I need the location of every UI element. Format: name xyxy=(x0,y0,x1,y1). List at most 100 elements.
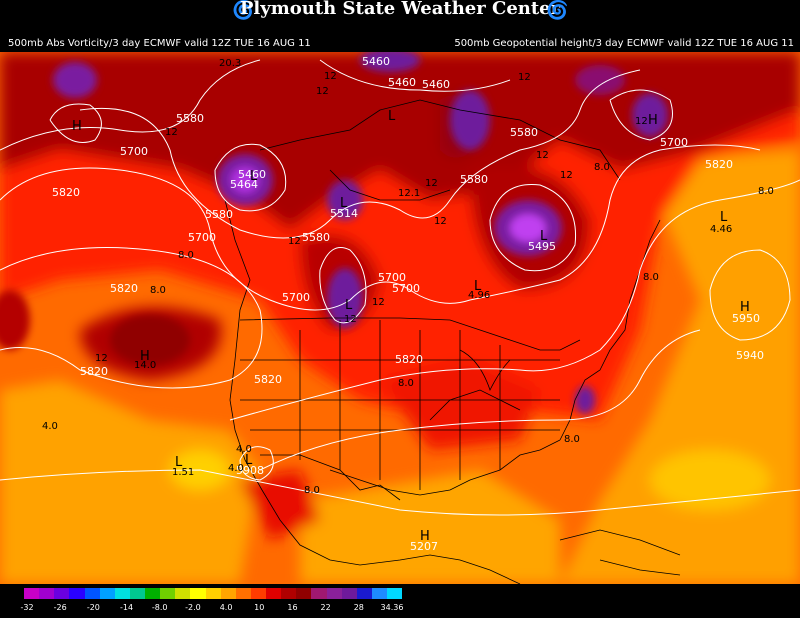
field-low-west xyxy=(0,380,260,584)
vorticity-label: 12 xyxy=(372,297,385,308)
contour-high-nw xyxy=(49,103,102,143)
contour-5460 xyxy=(319,59,511,92)
colorbar-swatch xyxy=(190,588,206,599)
contour-5940 xyxy=(259,329,701,471)
vorticity-label: 8.0 xyxy=(564,434,580,445)
colorbar-tick-label: 16 xyxy=(287,603,298,612)
colorbar-swatch xyxy=(220,588,236,599)
height-label: 5820 xyxy=(80,365,108,378)
height-label: 5700 xyxy=(120,145,148,158)
vorticity-field xyxy=(0,52,800,584)
colorbar-swatch xyxy=(250,588,266,599)
vorticity-label: 4.0 xyxy=(236,444,252,455)
pressure-marker: L xyxy=(388,109,396,124)
contour-low-cw xyxy=(214,143,287,212)
vorticity-label: 8.0 xyxy=(304,485,320,496)
vorticity-label: 12 xyxy=(95,353,108,364)
colorbar-swatch xyxy=(24,588,40,599)
colorbar-swatch xyxy=(54,588,70,599)
colorbar-swatch xyxy=(84,588,100,599)
pressure-marker: L xyxy=(245,453,253,468)
colorbar-tick-label: 22 xyxy=(320,603,331,612)
colorbar-tick-label: 28 xyxy=(353,603,364,612)
contour-5820-west xyxy=(0,247,263,389)
contour-north-west xyxy=(0,59,261,151)
vorticity-label: 8.0 xyxy=(643,272,659,283)
height-label: 5950 xyxy=(732,312,760,325)
pressure-marker: L xyxy=(345,298,353,313)
colorbar-swatch xyxy=(69,588,85,599)
vorticity-label: 12 xyxy=(518,72,531,83)
height-label: 5820 xyxy=(52,186,80,199)
height-label: 5460 xyxy=(388,76,416,89)
colorbar-tick-label: -26 xyxy=(53,603,67,612)
vorticity-label: 12 xyxy=(635,116,648,127)
colorbar-tick-label: -2.0 xyxy=(185,603,201,612)
vorticity-label: 12 xyxy=(536,150,549,161)
colorbar-tick-label: -20 xyxy=(86,603,100,612)
border-us-canada xyxy=(239,317,581,351)
vorticity-label: 14.0 xyxy=(134,360,156,371)
colorbar-swatch xyxy=(341,588,357,599)
height-label: 5460 xyxy=(422,78,450,91)
vorticity-label: 12 xyxy=(434,216,447,227)
height-label: 5495 xyxy=(528,240,556,253)
vorticity-label: 4.96 xyxy=(468,290,490,301)
height-label: 5580 xyxy=(460,173,488,186)
height-label: 5460 xyxy=(238,168,266,181)
colorbar-swatch xyxy=(387,588,403,599)
pressure-marker: L xyxy=(340,196,348,211)
height-label: 5700 xyxy=(188,231,216,244)
height-contours xyxy=(0,59,800,516)
hurricane-logo-right-icon: 🌀 xyxy=(546,0,569,21)
height-label: 5514 xyxy=(330,207,358,220)
height-label: 5820 xyxy=(254,373,282,386)
vorticity-label: 20.3 xyxy=(219,58,241,69)
height-label: 5700 xyxy=(392,282,420,295)
vorticity-label: 12.1 xyxy=(398,188,420,199)
hurricane-logo-left-icon: 🌀 xyxy=(232,0,255,21)
contour-sw-loop xyxy=(239,446,274,481)
height-subtitle: 500mb Geopotential height/3 day ECMWF va… xyxy=(454,38,794,49)
colorbar-swatch xyxy=(205,588,221,599)
height-label: 5820 xyxy=(110,282,138,295)
pressure-marker: H xyxy=(140,349,150,364)
colorbar-swatch xyxy=(114,588,130,599)
coastline-west xyxy=(224,199,521,584)
height-label: 5580 xyxy=(205,208,233,221)
vorticity-label: 12 xyxy=(288,236,301,247)
vorticity-label: 12 xyxy=(425,178,438,189)
colorbar-tick-label: -8.0 xyxy=(151,603,168,612)
colorbar-swatch xyxy=(99,588,115,599)
field-dark-red xyxy=(0,52,800,230)
contour-low-hudson xyxy=(489,183,577,272)
colorbar-tick-label: 34.36 xyxy=(380,603,404,612)
height-label: 5820 xyxy=(705,158,733,171)
height-label: 5460 xyxy=(362,55,390,68)
colorbar-swatch xyxy=(175,588,191,599)
contour-low-central xyxy=(319,247,367,324)
colorbar-labels: -32 -26 -20 -14 -8.0 -2.0 4.0 10 16 22 28 34.36 xyxy=(0,603,800,617)
colorbar-swatch xyxy=(39,588,55,599)
colorbar-swatch xyxy=(311,588,327,599)
height-label: 5464 xyxy=(230,178,258,191)
header-bar xyxy=(0,0,800,38)
colorbar-swatch xyxy=(326,588,342,599)
contour-high-atl xyxy=(709,249,791,341)
height-label: 5700 xyxy=(378,271,406,284)
colorbar-tick-label: -14 xyxy=(119,603,134,612)
colorbar-tick-label: 10 xyxy=(254,603,265,612)
vorticity-label: 12 xyxy=(344,314,357,325)
pressure-marker: L xyxy=(474,279,482,294)
colorbar-swatch xyxy=(356,588,372,599)
vorticity-label: 8.0 xyxy=(594,162,610,173)
pressure-marker: H xyxy=(72,119,82,134)
colorbar-tick-label: -32 xyxy=(20,603,34,612)
pressure-marker: L xyxy=(540,229,548,244)
coastline-gulf xyxy=(329,439,561,496)
pressure-marker: H xyxy=(740,300,750,315)
colorbar-tick-label: 4.0 xyxy=(219,603,233,612)
height-label: 5820 xyxy=(395,353,423,366)
contour-ne xyxy=(609,89,673,141)
colorbar-swatch xyxy=(371,588,387,599)
